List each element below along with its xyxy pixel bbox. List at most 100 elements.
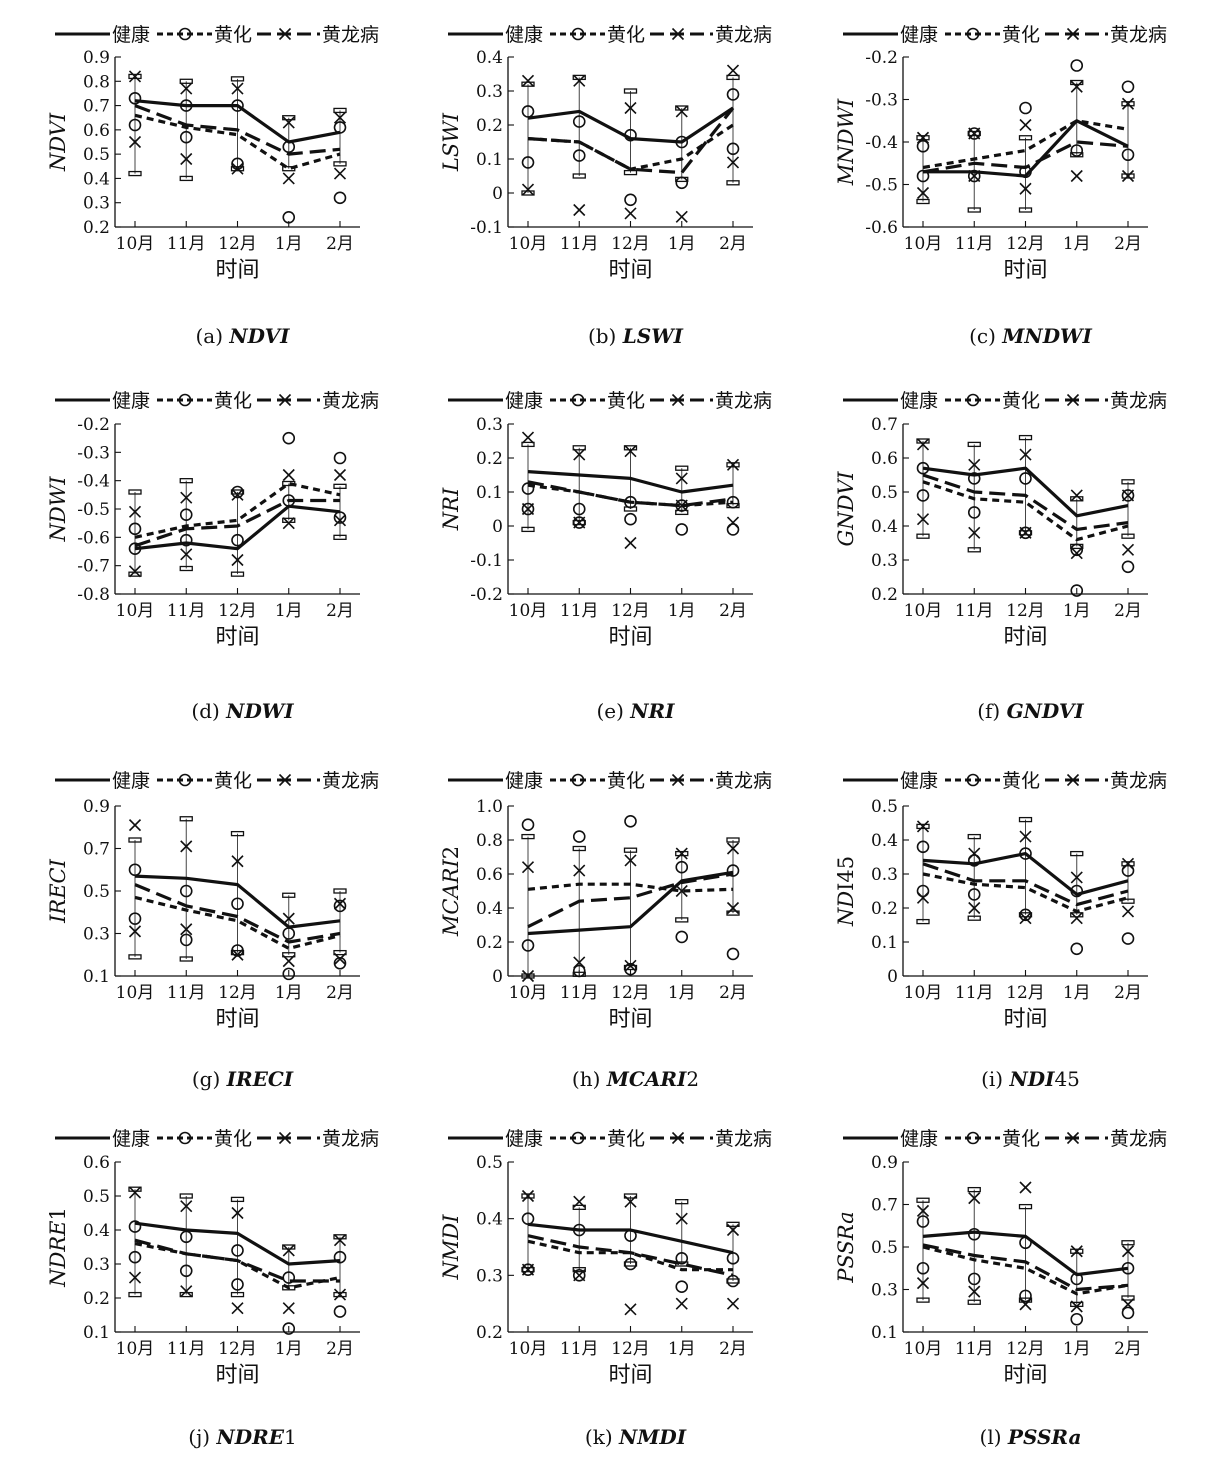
circle-marker — [1121, 864, 1135, 877]
series-hlb — [128, 819, 347, 968]
circle-marker — [333, 451, 347, 465]
y-axis-title-main: NRI — [439, 487, 463, 531]
cross-marker — [1070, 489, 1083, 502]
circle-marker — [128, 1220, 142, 1233]
cross-marker — [278, 393, 292, 407]
circle-marker — [572, 502, 586, 516]
circle-marker — [916, 1215, 930, 1228]
circle-marker — [1019, 1236, 1032, 1250]
circle-marker — [966, 1131, 980, 1145]
legend-label-healthy: 健康 — [112, 1128, 150, 1150]
caption-variable: LSWI — [622, 324, 684, 348]
legend-label-hlb: 黄龙病 — [715, 390, 772, 412]
x-tick-label: 10月 — [509, 234, 548, 254]
series-hlb — [916, 1181, 1135, 1313]
circle-marker — [178, 773, 192, 787]
error-cap-low — [916, 918, 930, 925]
circle-marker — [1121, 560, 1135, 574]
error-cap-high — [1018, 816, 1033, 823]
cross-marker — [128, 135, 142, 149]
circle-marker — [333, 899, 347, 913]
circle-marker — [675, 930, 689, 944]
circle-marker — [282, 1322, 296, 1335]
x-tick-label: 10月 — [904, 601, 943, 621]
cross-marker — [180, 548, 193, 561]
error-cap-high — [128, 73, 142, 80]
cross-marker — [1019, 118, 1032, 132]
cross-marker — [968, 169, 981, 183]
cross-marker — [521, 1263, 535, 1276]
error-cap-high — [282, 1244, 296, 1250]
y-tick-label: 0.3 — [83, 194, 110, 214]
cross-marker — [282, 912, 295, 925]
circle-marker — [1121, 148, 1135, 162]
circle-marker — [572, 964, 586, 978]
legend-label-hlb: 黄龙病 — [322, 770, 379, 792]
cross-marker — [675, 210, 688, 223]
series-line-healthy — [922, 1230, 1129, 1277]
circle-marker — [1121, 489, 1135, 502]
legend-label-yellowing: 黄化 — [607, 24, 645, 46]
cross-marker — [333, 897, 347, 910]
cross-marker — [968, 526, 981, 539]
x-tick-label: 1月 — [1063, 1339, 1091, 1359]
x-tick-label: 2月 — [719, 983, 747, 1003]
legend-label-hlb: 黄龙病 — [322, 1128, 379, 1150]
x-tick-label: 11月 — [955, 983, 994, 1003]
circle-marker — [916, 139, 930, 153]
cross-marker — [916, 513, 930, 526]
cross-marker — [1121, 543, 1135, 556]
series-yellowing — [916, 1215, 1135, 1326]
circle-marker — [571, 1131, 585, 1145]
circle-marker — [726, 1274, 740, 1288]
cross-marker — [180, 82, 193, 95]
circle-marker — [967, 472, 981, 485]
cross-marker — [180, 923, 193, 936]
y-tick-label: 0.2 — [476, 449, 503, 469]
y-tick-label: 0.3 — [476, 82, 503, 102]
series-line-yellowing — [134, 481, 341, 539]
cross-marker — [573, 203, 586, 217]
y-axis-title-suffix: I45 — [834, 856, 858, 891]
x-tick-label: 2月 — [326, 234, 354, 254]
series-line-yellowing — [527, 123, 734, 171]
x-tick-label: 1月 — [668, 983, 696, 1003]
circle-marker — [128, 522, 142, 536]
caption-letter: (k) — [585, 1425, 619, 1449]
y-axis-title: IRECI — [46, 858, 70, 924]
series-yellowing — [128, 863, 347, 981]
cross-marker — [231, 82, 244, 95]
caption-variable: MNDWI — [1001, 324, 1092, 348]
caption-letter: (a) — [195, 324, 229, 348]
error-cap-low — [333, 534, 347, 540]
y-tick-label: 0.1 — [871, 933, 898, 953]
legend: 健康 黄化 黄龙病 — [55, 390, 379, 412]
circle-marker — [1070, 1272, 1084, 1286]
series-line-healthy — [134, 1221, 341, 1266]
x-tick-label: 12月 — [218, 234, 257, 254]
cross-marker — [180, 1200, 193, 1213]
x-tick-label: 12月 — [1006, 234, 1045, 254]
error-cap-high — [572, 74, 586, 81]
caption-letter: (i) — [981, 1067, 1009, 1091]
error-cap-low — [230, 1291, 245, 1298]
series-line-healthy — [527, 470, 734, 494]
circle-marker — [231, 1278, 244, 1291]
panel-caption: (e) NRI — [596, 699, 675, 723]
circle-marker — [179, 130, 193, 144]
cross-marker — [726, 516, 740, 529]
circle-marker — [1019, 847, 1032, 860]
error-cap-high — [333, 1234, 347, 1240]
circle-marker — [967, 888, 981, 901]
series-line-hlb — [922, 1243, 1129, 1292]
circle-marker — [333, 956, 347, 970]
caption-letter: (d) — [191, 699, 226, 723]
error-cap-high — [1070, 850, 1084, 857]
y-tick-label: 0.9 — [83, 797, 110, 817]
x-tick-label: 11月 — [167, 601, 206, 621]
cross-marker — [726, 842, 740, 855]
circle-marker — [1070, 543, 1084, 557]
circle-marker — [282, 967, 296, 981]
